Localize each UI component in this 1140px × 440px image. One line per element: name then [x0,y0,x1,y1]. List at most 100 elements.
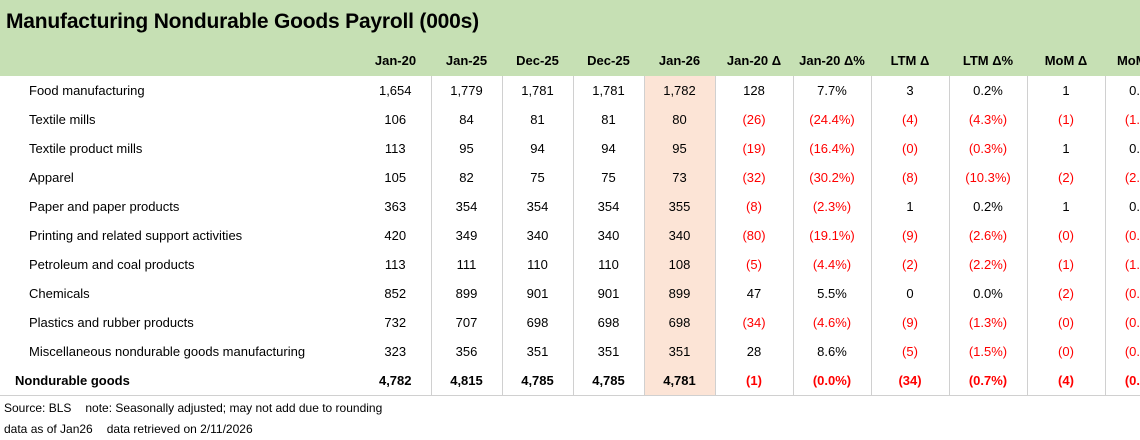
table-cell: (2.4%) [1105,163,1140,192]
table-cell: (1.2%) [1105,105,1140,134]
header-label-cell [0,44,360,76]
table-cell: 0.0% [949,279,1028,308]
table-cell: 4,785 [573,366,645,396]
table-cell: 4,782 [360,366,432,396]
table-row: Chemicals 852 899 901 901 899 47 5.5% 0 0.0% (2) (0… [0,279,1140,308]
table-cell: 128 [715,76,794,105]
notes-line-2: data as of Jan26 data retrieved on 2/11/2… [4,422,253,436]
row-label: Food manufacturing [29,83,145,98]
table-cell: (1) [1027,250,1106,279]
table-cell: (19) [715,134,794,163]
column-header: Dec-25 [573,44,644,76]
column-header: LTM Δ% [949,44,1027,76]
table-cell: 899 [431,279,503,308]
table-cell: 356 [431,337,503,366]
table-cell: 111 [431,250,503,279]
header-row: Jan-20 Jan-25 Dec-25 Dec-25 Jan-26 Jan-20 Δ Ja… [0,44,1140,76]
row-label: Apparel [29,170,74,185]
table-cell: (0.0%) [1105,308,1140,337]
table-cell: (2) [871,250,950,279]
table-cell: 1,779 [431,76,503,105]
table-cell: (4) [871,105,950,134]
table-cell: (34) [715,308,794,337]
table-row: Petroleum and coal products 113 111 110 110 1… [0,250,1140,279]
table-cell: (2.3%) [793,192,872,221]
table-cell: (0.1%) [1105,337,1140,366]
row-label: Miscellaneous nondurable goods manufactu… [29,344,306,359]
table-cell: 95 [644,134,716,163]
adjustment-note: note: Seasonally adjusted; may not add d… [85,401,383,415]
table-cell: (0.2%) [1105,279,1140,308]
table-cell: (9) [871,308,950,337]
column-header: Dec-25 [502,44,573,76]
table-row: Printing and related support activities 4… [0,221,1140,250]
table-cell: (30.2%) [793,163,872,192]
row-label: Chemicals [29,286,90,301]
row-label: Textile product mills [29,141,143,156]
table-cell: 340 [502,221,574,250]
column-header: MoM Δ% [1105,44,1140,76]
table-cell: 5.5% [793,279,872,308]
table-row: Paper and paper products 363 354 354 354 355(… [0,192,1140,221]
table-cell: 1,781 [573,76,645,105]
table-cell: (4) [1027,366,1106,396]
table-cell: 1 [1027,134,1106,163]
source-note: Source: BLS [4,401,72,415]
table-cell: 113 [360,134,432,163]
page-title: Manufacturing Nondurable Goods Payroll (… [6,10,479,33]
table-cell: 363 [360,192,432,221]
column-header: MoM Δ [1027,44,1105,76]
table-cell: (1.3%) [949,308,1028,337]
table-cell: 0.0% [1105,76,1140,105]
table-cell: (4.3%) [949,105,1028,134]
table-cell: (80) [715,221,794,250]
table-cell: 0.2% [949,76,1028,105]
table-row: Textile product mills 113 95 94 94 95 (19) (16.… [0,134,1140,163]
table-row: Miscellaneous nondurable goods manufactu… [0,337,1140,366]
table-cell: (0) [1027,308,1106,337]
table-cell: 732 [360,308,432,337]
table-cell: (0) [1027,337,1106,366]
table-cell: 75 [502,163,574,192]
table-cell: 354 [573,192,645,221]
table-cell: 351 [644,337,716,366]
table-cell: 84 [431,105,503,134]
table-cell: 351 [502,337,574,366]
table-cell: (8) [715,192,794,221]
table-cell: (1) [715,366,794,396]
table-cell: (1.3%) [1105,250,1140,279]
table-cell: 0.3% [1105,192,1140,221]
data-as-of-note: data as of Jan26 [4,422,93,436]
table-cell: (16.4%) [793,134,872,163]
table-cell: 110 [573,250,645,279]
table-cell: 4,785 [502,366,574,396]
table-cell: 899 [644,279,716,308]
table-cell: (4.4%) [793,250,872,279]
table-row: Apparel 105 82 75 75 73 (32) (30.2%) (8) (10.3%)(… [0,163,1140,192]
table-cell: 47 [715,279,794,308]
table-cell: 1,654 [360,76,432,105]
table-cell: 106 [360,105,432,134]
table-cell: 323 [360,337,432,366]
table-cell: (1) [1027,105,1106,134]
table-cell: (24.4%) [793,105,872,134]
table-row: Food manufacturing 1,654 1,779 1,781 1,781 1,… [0,76,1140,105]
payroll-table: Jan-20 Jan-25 Dec-25 Dec-25 Jan-26 Jan-20 Δ Ja… [0,44,1140,396]
column-header: Jan-25 [431,44,502,76]
table-cell: 340 [644,221,716,250]
table-cell: (19.1%) [793,221,872,250]
table-cell: 0.2% [949,192,1028,221]
table-cell: 3 [871,76,950,105]
table-cell: 901 [502,279,574,308]
table-cell: (4.6%) [793,308,872,337]
row-label: Printing and related support activities [29,228,243,243]
table-cell: 355 [644,192,716,221]
table-cell: 73 [644,163,716,192]
table-cell: 420 [360,221,432,250]
table-cell: 1,781 [502,76,574,105]
table-cell: (1.5%) [949,337,1028,366]
table-cell: 95 [431,134,503,163]
column-header: Jan-20 Δ [715,44,793,76]
table-cell: (0.7%) [949,366,1028,396]
table-cell: (32) [715,163,794,192]
